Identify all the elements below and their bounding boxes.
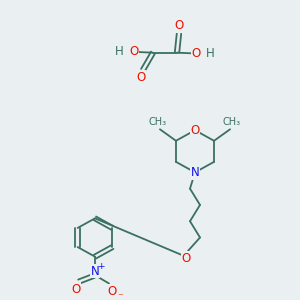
Text: CH₃: CH₃ [223, 117, 241, 127]
Text: CH₃: CH₃ [149, 117, 167, 127]
Text: ⁻: ⁻ [117, 292, 123, 300]
Text: H: H [115, 45, 124, 58]
Text: N: N [91, 265, 99, 278]
Text: O: O [136, 71, 146, 84]
Text: O: O [107, 285, 117, 298]
Text: H: H [206, 47, 215, 60]
Text: O: O [129, 45, 139, 58]
Text: O: O [190, 124, 200, 137]
Text: +: + [97, 262, 105, 271]
Text: O: O [182, 252, 190, 265]
Text: O: O [174, 20, 184, 32]
Text: N: N [190, 166, 200, 179]
Text: O: O [191, 47, 201, 60]
Text: O: O [71, 283, 81, 296]
